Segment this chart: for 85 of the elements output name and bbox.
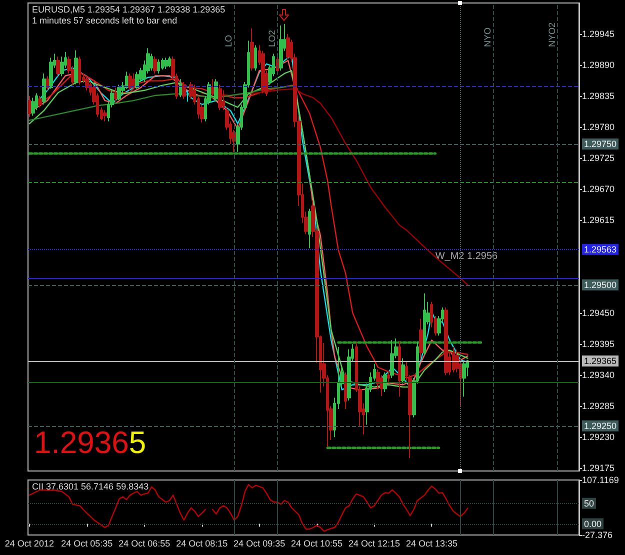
candlestick (103, 110, 107, 122)
ref-line-label: NYO2 (546, 22, 557, 47)
y-tick-label: 1.29450 (582, 308, 615, 318)
candlestick (78, 56, 81, 86)
candlestick (286, 34, 290, 60)
ref-line-label: 1.29563 (584, 244, 617, 254)
x-tick-label: 24 Oct 09:35 (234, 538, 286, 548)
y-tick-label: 1.29890 (582, 60, 615, 70)
y-tick-label: 1.29175 (582, 463, 615, 474)
y-tick-label: 1.29725 (582, 153, 615, 164)
y-tick-label: 1.29395 (582, 339, 615, 350)
x-tick-label: 24 Oct 06:55 (118, 538, 170, 548)
candlestick (135, 71, 139, 90)
x-tick-label: 24 Oct 08:15 (176, 538, 228, 548)
candlestick (390, 340, 394, 378)
y-tick-label: 1.29670 (582, 184, 615, 194)
ref-line-label: NYO (482, 27, 492, 47)
candlestick (211, 78, 214, 97)
candlestick (125, 71, 128, 90)
candlestick (214, 78, 218, 102)
candlestick (46, 76, 49, 91)
candlestick (462, 360, 466, 398)
annotation: W_M2 1.2956 (435, 250, 498, 262)
candlestick (383, 372, 387, 393)
annotation: 1.29365 (34, 425, 146, 460)
candlestick (132, 72, 135, 88)
y-tick-label: 107.1169 (582, 475, 619, 485)
ref-line-label: 50 (584, 498, 594, 508)
candlestick (444, 306, 448, 376)
y-tick-label: 1.29945 (582, 29, 615, 40)
candlestick (401, 358, 405, 384)
candlestick (398, 340, 401, 398)
candlestick (308, 208, 311, 249)
candlestick (168, 56, 171, 68)
candlestick (56, 56, 60, 77)
x-tick-label: 24 Oct 10:55 (291, 538, 343, 548)
line-series (201, 88, 468, 286)
x-tick-label: 24 Oct 05:35 (61, 538, 113, 548)
candlestick (74, 50, 78, 85)
candlestick (250, 28, 254, 72)
y-tick-label: 1.29780 (582, 122, 615, 132)
candlestick (254, 44, 257, 72)
ref-line-label: 1.29365 (584, 356, 617, 366)
y-tick-label: 1.29230 (582, 432, 615, 442)
candlestick (186, 90, 189, 102)
candlestick (128, 72, 132, 91)
ref-line-label: LO2 (266, 30, 277, 47)
candlestick (164, 57, 168, 70)
candlestick (179, 78, 182, 98)
y-tick-label: 1.29340 (582, 370, 615, 380)
candlestick (423, 292, 426, 356)
ref-line-label: 1.29500 (584, 280, 617, 290)
candlestick (38, 96, 42, 108)
candlestick (42, 72, 46, 105)
candlestick (344, 372, 347, 410)
chart-title: CII 37.6301 56.7146 59.8343 (32, 482, 149, 492)
candlestick (60, 56, 64, 77)
text: 1 minutes 57 seconds left to bar end (32, 16, 178, 26)
x-tick-label: 24 Oct 13:35 (406, 538, 458, 548)
candlestick (387, 370, 390, 382)
candlestick (182, 81, 186, 100)
candlestick (117, 84, 121, 100)
ref-line-label: LO (224, 34, 234, 47)
candlestick (279, 25, 283, 72)
candlestick (31, 97, 35, 116)
y-tick-label: -27.376 (582, 530, 613, 540)
candlestick (114, 87, 117, 102)
y-tick-label: 1.29615 (582, 215, 615, 226)
ref-line-label: 1.29750 (584, 138, 617, 149)
candlestick (452, 346, 455, 373)
x-tick-label: 24 Oct 2012 (4, 538, 54, 548)
ref-line-label: 1.29250 (584, 420, 617, 431)
candlestick (153, 56, 157, 74)
x-tick-label: 24 Oct 12:15 (348, 538, 400, 548)
y-tick-label: 1.29285 (582, 401, 615, 412)
line-series (28, 84, 296, 121)
candlestick (419, 318, 423, 359)
ref-line-label: 0.00 (584, 518, 602, 529)
candlestick (157, 58, 160, 74)
chart-title: EURUSD,M5 1.29354 1.29367 1.29338 1.29365 (32, 4, 226, 14)
y-tick-label: 1.29835 (582, 91, 615, 102)
candlestick (28, 96, 31, 118)
candlestick (161, 58, 164, 70)
candlestick (49, 57, 53, 90)
candlestick (218, 84, 222, 111)
